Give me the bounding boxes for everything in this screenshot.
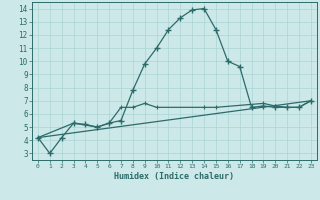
X-axis label: Humidex (Indice chaleur): Humidex (Indice chaleur) xyxy=(115,172,234,181)
